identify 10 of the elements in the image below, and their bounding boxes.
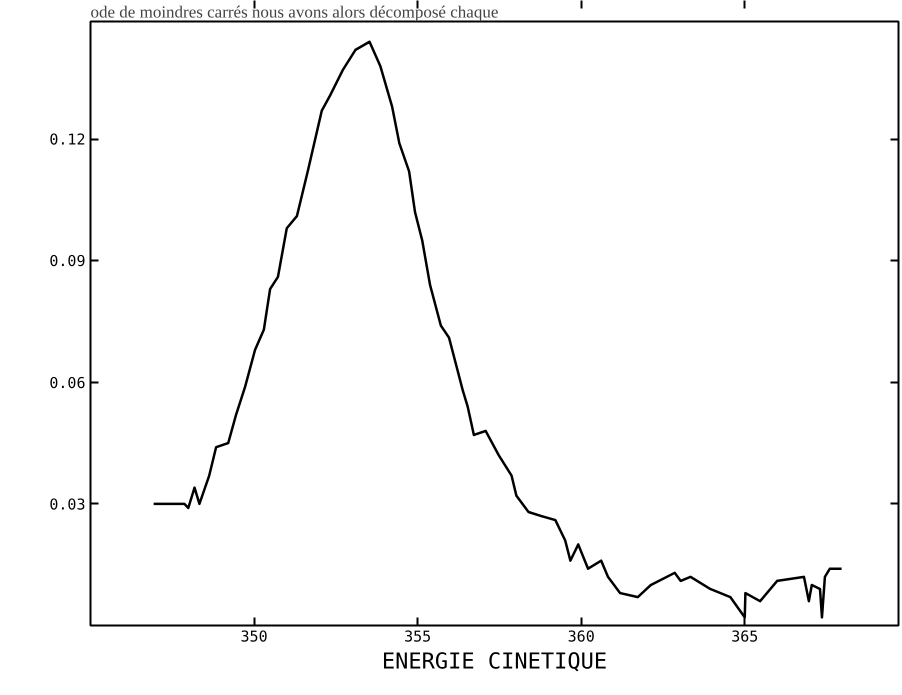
y-tick-label: 0.09 (49, 252, 86, 270)
x-tick-label: 365 (731, 628, 758, 646)
x-tick-label: 350 (240, 628, 268, 646)
y-tick-label: 0.06 (49, 374, 86, 392)
x-tick-label: 355 (404, 628, 432, 646)
y-tick-label: 0.12 (49, 130, 86, 149)
x-tick-label: 360 (568, 628, 595, 646)
text: ode de moindres carrés nous avons alors décomposé chaque (90, 2, 498, 22)
x-axis-title: ENERGIE CINETIQUE (382, 650, 608, 674)
y-tick-label: 0.03 (49, 495, 86, 514)
